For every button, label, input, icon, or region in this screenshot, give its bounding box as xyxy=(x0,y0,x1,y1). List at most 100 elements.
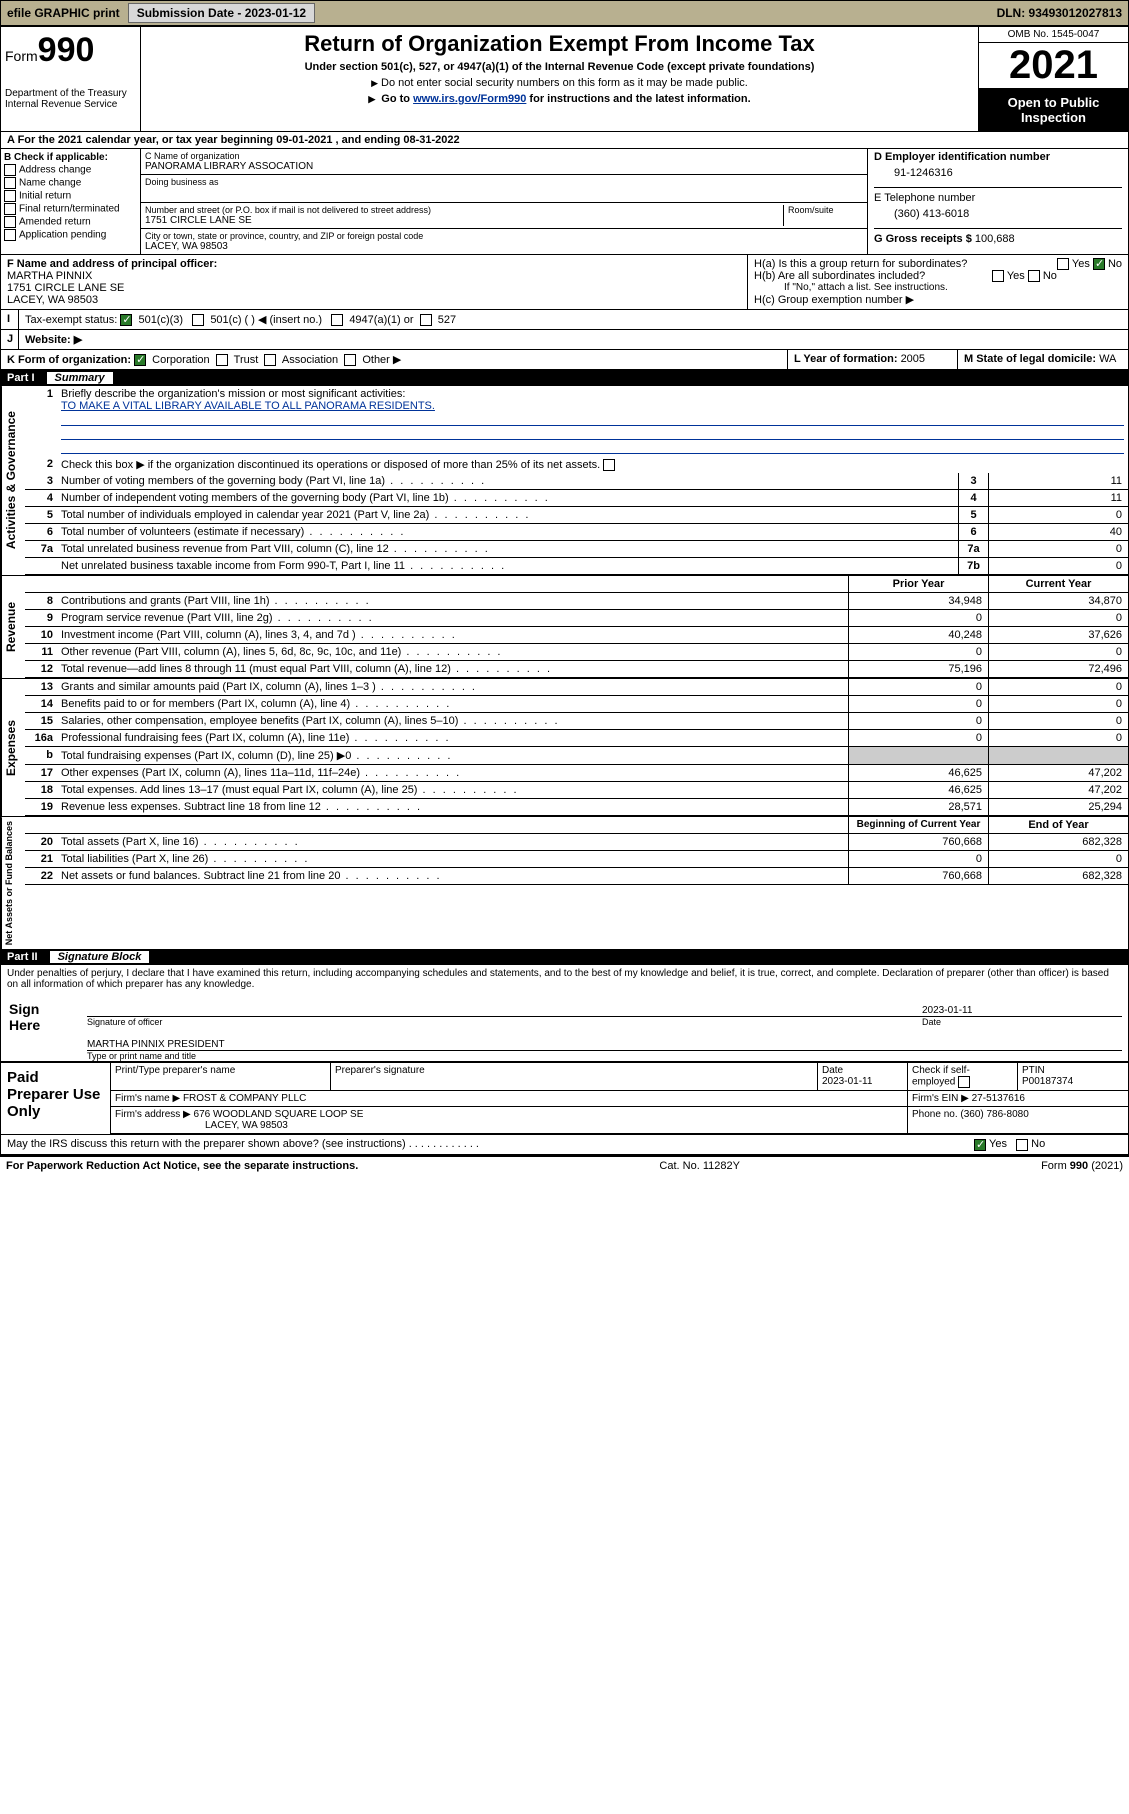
chk-discuss-yes[interactable] xyxy=(974,1139,986,1151)
box-j: J Website: ▶ xyxy=(1,330,1128,350)
chk-501c[interactable] xyxy=(192,314,204,326)
irs-link[interactable]: www.irs.gov/Form990 xyxy=(413,93,526,105)
box-b: B Check if applicable: Address change Na… xyxy=(1,149,141,254)
irs-label: Internal Revenue Service xyxy=(5,99,136,110)
chk-hb-no[interactable] xyxy=(1028,270,1040,282)
chk-ha-yes[interactable] xyxy=(1057,258,1069,270)
chk-ha-no[interactable] xyxy=(1093,258,1105,270)
chk-initial-return[interactable] xyxy=(4,190,16,202)
summary-line: 16aProfessional fundraising fees (Part I… xyxy=(25,730,1128,747)
page-footer: For Paperwork Reduction Act Notice, see … xyxy=(0,1156,1129,1175)
section-expenses: Expenses 13Grants and similar amounts pa… xyxy=(1,678,1128,816)
submission-date-btn[interactable]: Submission Date - 2023-01-12 xyxy=(128,3,315,23)
org-street: 1751 CIRCLE LANE SE xyxy=(145,215,783,226)
section-net-assets: Net Assets or Fund Balances Beginning of… xyxy=(1,816,1128,949)
room-suite: Room/suite xyxy=(783,205,863,226)
org-city: LACEY, WA 98503 xyxy=(145,241,863,252)
part-ii-header: Part II Signature Block xyxy=(1,949,1128,965)
firm-phone: (360) 786-8080 xyxy=(960,1109,1028,1120)
top-toolbar: efile GRAPHIC print Submission Date - 20… xyxy=(0,0,1129,26)
summary-line: 21Total liabilities (Part X, line 26)00 xyxy=(25,851,1128,868)
rev-col-header: Prior Year Current Year xyxy=(25,576,1128,593)
telephone: (360) 413-6018 xyxy=(874,204,1122,228)
chk-name-change[interactable] xyxy=(4,177,16,189)
box-deg: D Employer identification number 91-1246… xyxy=(868,149,1128,254)
header-block-bcdeg: B Check if applicable: Address change Na… xyxy=(1,149,1128,255)
chk-self-employed[interactable] xyxy=(958,1076,970,1088)
summary-line: 19Revenue less expenses. Subtract line 1… xyxy=(25,799,1128,816)
section-governance: Activities & Governance 1 Briefly descri… xyxy=(1,386,1128,575)
chk-discuss-no[interactable] xyxy=(1016,1139,1028,1151)
officer-name: MARTHA PINNIX xyxy=(7,270,741,282)
officer-name-line: MARTHA PINNIX PRESIDENT xyxy=(87,1029,1122,1051)
chk-assoc[interactable] xyxy=(264,354,276,366)
summary-line: 10Investment income (Part VIII, column (… xyxy=(25,627,1128,644)
form-990: Form990 Department of the Treasury Inter… xyxy=(0,26,1129,1156)
summary-line: 3Number of voting members of the governi… xyxy=(25,473,1128,490)
mission-text[interactable]: TO MAKE A VITAL LIBRARY AVAILABLE TO ALL… xyxy=(61,400,435,412)
gross-receipts: 100,688 xyxy=(975,233,1015,245)
open-inspection: Open to Public Inspection xyxy=(979,89,1128,131)
firm-name: FROST & COMPANY PLLC xyxy=(183,1093,306,1104)
chk-4947[interactable] xyxy=(331,314,343,326)
summary-line: 6Total number of volunteers (estimate if… xyxy=(25,524,1128,541)
mission-lines xyxy=(61,412,1124,454)
summary-line: 15Salaries, other compensation, employee… xyxy=(25,713,1128,730)
chk-discontinued[interactable] xyxy=(603,459,615,471)
chk-501c3[interactable] xyxy=(120,314,132,326)
summary-line: 5Total number of individuals employed in… xyxy=(25,507,1128,524)
firm-address: 676 WOODLAND SQUARE LOOP SE xyxy=(194,1109,364,1120)
part-i-header: Part I Summary xyxy=(1,370,1128,386)
summary-line: 13Grants and similar amounts paid (Part … xyxy=(25,679,1128,696)
officer-signature-line[interactable]: 2023-01-11 xyxy=(87,995,1122,1017)
summary-line: 12Total revenue—add lines 8 through 11 (… xyxy=(25,661,1128,678)
preparer-date: 2023-01-11 xyxy=(822,1076,872,1087)
chk-final-return[interactable] xyxy=(4,203,16,215)
tax-year: 2021 xyxy=(979,43,1128,89)
ptin: P00187374 xyxy=(1022,1076,1073,1087)
efile-label: efile GRAPHIC print xyxy=(1,4,126,22)
summary-line: 7aTotal unrelated business revenue from … xyxy=(25,541,1128,558)
chk-amended[interactable] xyxy=(4,216,16,228)
paid-preparer: Paid Preparer Use Only Print/Type prepar… xyxy=(1,1062,1128,1134)
chk-527[interactable] xyxy=(420,314,432,326)
tax-period: A For the 2021 calendar year, or tax yea… xyxy=(1,132,1128,149)
box-c: C Name of organization PANORAMA LIBRARY … xyxy=(141,149,868,254)
summary-line: 22Net assets or fund balances. Subtract … xyxy=(25,868,1128,885)
form-header: Form990 Department of the Treasury Inter… xyxy=(1,27,1128,132)
box-klm: K Form of organization: Corporation Trus… xyxy=(1,350,1128,370)
chk-other[interactable] xyxy=(344,354,356,366)
chk-address-change[interactable] xyxy=(4,164,16,176)
form-number: Form990 xyxy=(5,31,136,70)
dept-treasury: Department of the Treasury xyxy=(5,88,136,99)
goto-note: Go to www.irs.gov/Form990 for instructio… xyxy=(147,93,972,105)
form-title: Return of Organization Exempt From Incom… xyxy=(147,31,972,57)
nab-col-header: Beginning of Current Year End of Year xyxy=(25,817,1128,834)
ein: 91-1246316 xyxy=(874,163,1122,187)
discuss-row: May the IRS discuss this return with the… xyxy=(1,1134,1128,1154)
summary-line: 9Program service revenue (Part VIII, lin… xyxy=(25,610,1128,627)
year-formation: 2005 xyxy=(901,353,925,365)
summary-line: Net unrelated business taxable income fr… xyxy=(25,558,1128,575)
box-f-h: F Name and address of principal officer:… xyxy=(1,255,1128,310)
ssn-note: Do not enter social security numbers on … xyxy=(147,77,972,89)
summary-line: 4Number of independent voting members of… xyxy=(25,490,1128,507)
summary-line: 18Total expenses. Add lines 13–17 (must … xyxy=(25,782,1128,799)
section-revenue: Revenue Prior Year Current Year 8Contrib… xyxy=(1,575,1128,678)
summary-line: bTotal fundraising expenses (Part IX, co… xyxy=(25,747,1128,765)
org-name: PANORAMA LIBRARY ASSOCATION xyxy=(145,161,863,172)
summary-line: 14Benefits paid to or for members (Part … xyxy=(25,696,1128,713)
box-i: I Tax-exempt status: 501(c)(3) 501(c) ( … xyxy=(1,310,1128,330)
chk-hb-yes[interactable] xyxy=(992,270,1004,282)
summary-line: 17Other expenses (Part IX, column (A), l… xyxy=(25,765,1128,782)
summary-line: 11Other revenue (Part VIII, column (A), … xyxy=(25,644,1128,661)
summary-line: 8Contributions and grants (Part VIII, li… xyxy=(25,593,1128,610)
signature-block: Under penalties of perjury, I declare th… xyxy=(1,965,1128,1154)
omb-number: OMB No. 1545-0047 xyxy=(979,27,1128,43)
chk-corp[interactable] xyxy=(134,354,146,366)
state-domicile: WA xyxy=(1099,353,1116,365)
firm-ein: 27-5137616 xyxy=(972,1093,1025,1104)
form-subtitle: Under section 501(c), 527, or 4947(a)(1)… xyxy=(147,61,972,73)
chk-app-pending[interactable] xyxy=(4,229,16,241)
chk-trust[interactable] xyxy=(216,354,228,366)
